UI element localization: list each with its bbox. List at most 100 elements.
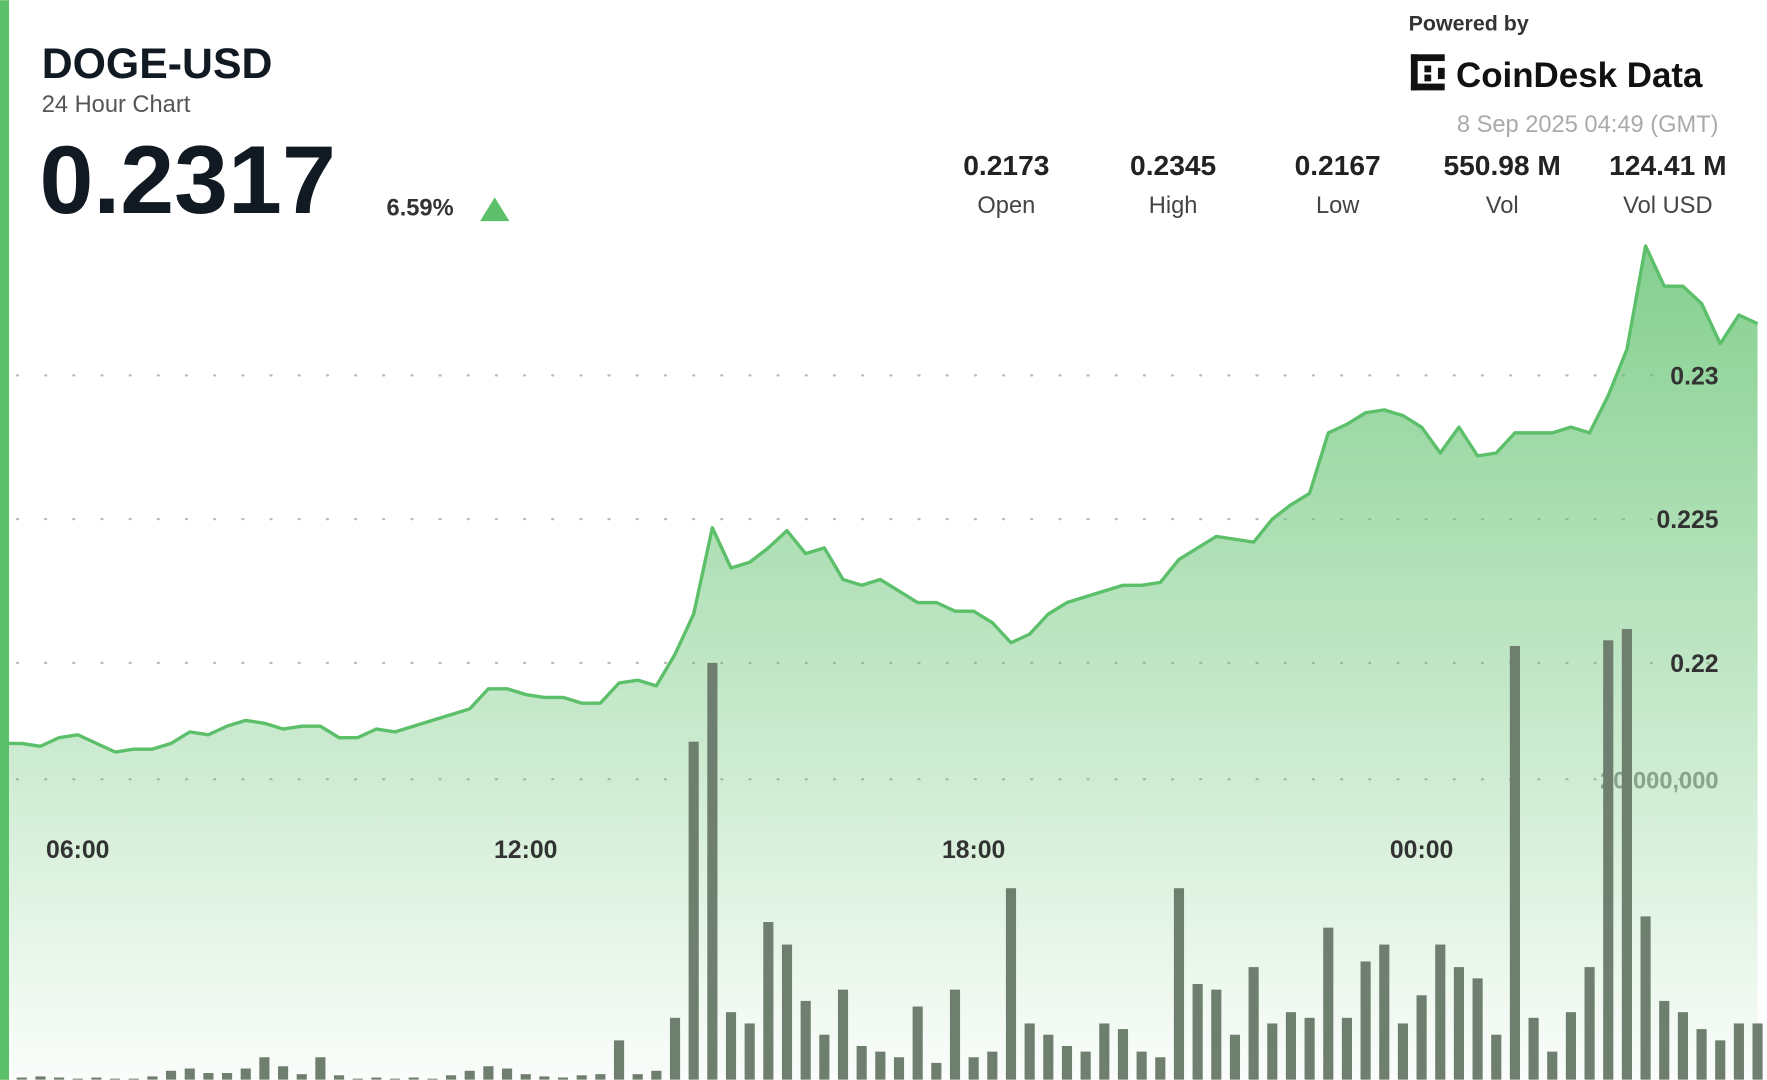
volume-bar — [464, 1070, 475, 1080]
volume-bar — [389, 1078, 401, 1080]
volume-bar — [1621, 629, 1632, 1080]
volume-bar — [110, 1078, 121, 1080]
volume-bar — [576, 1075, 587, 1080]
volume-bar — [1435, 944, 1446, 1080]
volume-bar — [725, 1012, 737, 1080]
volume-bar — [203, 1073, 214, 1080]
stat-value: 0.2173 — [963, 149, 1049, 181]
volume-bar — [16, 1077, 27, 1080]
volume-bar — [483, 1066, 494, 1080]
volume-bar — [296, 1074, 307, 1080]
x-tick-label: 18:00 — [942, 837, 1005, 864]
volume-bar — [1379, 944, 1390, 1080]
stat-value: 0.2345 — [1130, 149, 1216, 181]
volume-bar — [1323, 927, 1334, 1080]
volume-bar — [1547, 1051, 1558, 1080]
volume-bar — [259, 1057, 270, 1080]
volume-bar — [1659, 1000, 1670, 1080]
volume-bar — [72, 1078, 83, 1080]
volume-bar — [1453, 967, 1465, 1080]
stats: 0.2173 Open 0.2345 High 0.2167 Low 550.98 M Vol… — [963, 149, 1726, 219]
volume-bar — [1211, 989, 1222, 1080]
timestamp: 8 Sep 2025 04:49 (GMT) — [1457, 112, 1719, 138]
volume-bar — [240, 1068, 251, 1080]
volume-bar — [856, 1045, 867, 1080]
volume-bar — [1696, 1029, 1707, 1080]
chart-subtitle: 24 Hour Chart — [42, 92, 191, 118]
accent-bar — [0, 0, 10, 1080]
volume-bar — [445, 1075, 457, 1080]
volume-bar — [987, 1051, 998, 1080]
volume-bar — [707, 662, 718, 1080]
powered-by: Powered by — [1409, 12, 1529, 36]
y-tick-label: 0.22 — [1670, 651, 1718, 678]
volume-bar — [1080, 1051, 1091, 1080]
volume-bar — [800, 1000, 811, 1080]
volume-bar — [837, 989, 849, 1080]
volume-bar — [912, 1006, 923, 1080]
volume-bar — [1509, 645, 1520, 1080]
volume-bar — [1267, 1023, 1278, 1080]
price-change: 6.59% — [387, 195, 454, 221]
volume-bar — [632, 1074, 643, 1080]
y-tick-label: 0.23 — [1670, 363, 1718, 390]
volume-bar — [128, 1078, 139, 1080]
volume-bar — [1024, 1023, 1035, 1080]
volume-bar — [1397, 1023, 1409, 1080]
volume-bar — [277, 1066, 289, 1080]
volume-bar — [595, 1074, 606, 1080]
volume-bar — [1341, 1017, 1353, 1080]
stat-label: Low — [1316, 193, 1360, 219]
volume-bar — [147, 1076, 158, 1080]
volume-bar — [520, 1074, 531, 1080]
volume-bar — [35, 1076, 46, 1080]
volume-bar — [1285, 1012, 1297, 1080]
volume-bar — [333, 1075, 345, 1080]
volume-bar — [222, 1073, 233, 1080]
volume-bar — [1733, 1023, 1744, 1080]
volume-bar — [1155, 1057, 1166, 1080]
volume-bar — [1584, 967, 1595, 1080]
volume-bar — [1677, 1012, 1688, 1080]
volume-bar — [54, 1077, 65, 1080]
volume-bar — [91, 1077, 102, 1080]
volume-bar — [1061, 1045, 1073, 1080]
current-price: 0.2317 — [39, 125, 335, 234]
brand-logo — [1410, 54, 1445, 91]
stat-label: High — [1149, 193, 1198, 219]
x-tick-label: 00:00 — [1390, 837, 1453, 864]
volume-bar — [184, 1068, 195, 1080]
volume-bar — [1603, 640, 1614, 1080]
chart-title: DOGE-USD — [42, 40, 273, 88]
volume-bar — [688, 741, 699, 1080]
volume-bar — [557, 1077, 569, 1080]
volume-bar — [1360, 961, 1371, 1080]
volume-bar — [1005, 888, 1017, 1080]
volume-bar — [744, 1023, 755, 1080]
stat-label: Open — [977, 193, 1035, 219]
volume-bar — [1099, 1023, 1110, 1080]
volume-bar — [669, 1017, 681, 1080]
volume-bar — [781, 944, 793, 1080]
volume-bar — [166, 1070, 177, 1080]
volume-bar — [1117, 1029, 1129, 1080]
volume-bar — [1192, 984, 1203, 1080]
price-area — [9, 245, 1758, 1080]
volume-bar — [1640, 916, 1651, 1080]
volume-bar — [1715, 1040, 1726, 1080]
volume-bar — [1416, 995, 1427, 1080]
volume-bar — [931, 1062, 942, 1080]
volume-bar — [371, 1077, 382, 1080]
volume-bar — [1528, 1017, 1539, 1080]
brand-name: CoinDesk Data — [1456, 56, 1703, 95]
volume-bar — [893, 1057, 905, 1080]
volume-bar — [613, 1040, 625, 1080]
volume-bar — [315, 1057, 326, 1080]
volume-bar — [408, 1077, 419, 1080]
volume-bar — [1565, 1012, 1576, 1080]
stat-value: 124.41 M — [1609, 149, 1726, 181]
stat-value: 0.2167 — [1295, 149, 1381, 181]
volume-bar — [1491, 1034, 1502, 1080]
